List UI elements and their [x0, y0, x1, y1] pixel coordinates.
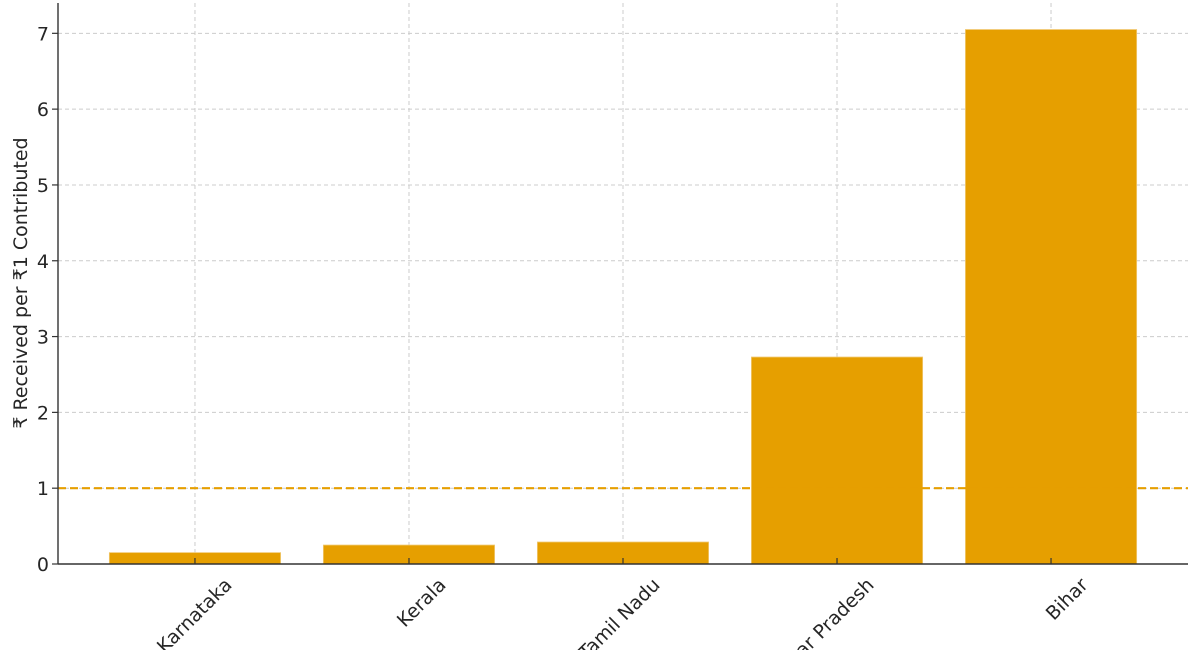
- y-tick-label: 7: [37, 23, 49, 45]
- y-tick-label: 2: [37, 402, 49, 424]
- x-tick-label: Kerala: [393, 574, 451, 632]
- x-tick-label: Uttar Pradesh: [771, 574, 879, 650]
- bar-bihar: [965, 29, 1138, 565]
- x-tick-label: Karnataka: [153, 574, 237, 650]
- y-axis-label: ₹ Received per ₹1 Contributed: [10, 137, 32, 428]
- bar-uttar-pradesh: [751, 356, 924, 565]
- bars: [108, 29, 1138, 565]
- y-tick-label: 5: [37, 175, 49, 197]
- y-tick-label: 6: [37, 99, 49, 121]
- y-tick-label: 4: [37, 251, 49, 273]
- x-tick-label: Tamil Nadu: [574, 574, 665, 650]
- x-ticks: Karnataka Kerala Tamil Nadu Uttar Pradesh Bi…: [153, 558, 1093, 654]
- y-ticks: 0 1 2 3 4 5 6 7: [37, 23, 58, 576]
- y-tick-label: 3: [37, 327, 49, 349]
- y-tick-label: 0: [37, 554, 49, 576]
- x-tick-label: Bihar: [1042, 574, 1093, 625]
- y-tick-label: 1: [37, 478, 49, 500]
